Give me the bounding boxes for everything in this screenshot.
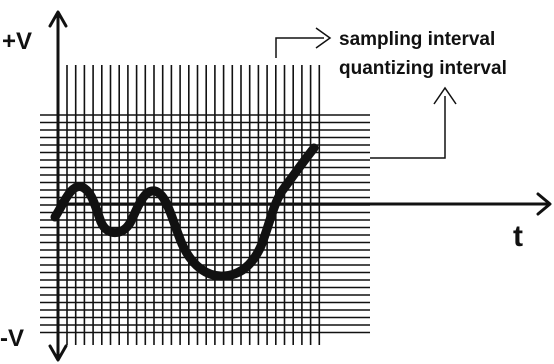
sampling-callout-arrowhead bbox=[315, 27, 332, 49]
voltage-axis bbox=[48, 10, 68, 362]
time-axis-arrowhead bbox=[536, 192, 552, 216]
quantizing-callout-arrowhead bbox=[433, 86, 457, 105]
quantizing-callout-line bbox=[370, 96, 446, 159]
sampling-interval-label: sampling interval bbox=[339, 29, 495, 50]
analog-signal-curve bbox=[50, 143, 319, 281]
positive-voltage-label: +V bbox=[2, 28, 32, 55]
quantizing-grid bbox=[40, 114, 370, 334]
voltage-axis-top-arrowhead bbox=[48, 10, 68, 28]
quantizing-interval-label: quantizing interval bbox=[339, 58, 507, 79]
time-label: t bbox=[513, 220, 523, 253]
sampling-callout-line bbox=[275, 37, 324, 58]
voltage-axis-bottom-arrowhead bbox=[48, 344, 68, 362]
negative-voltage-label: -V bbox=[0, 325, 24, 352]
